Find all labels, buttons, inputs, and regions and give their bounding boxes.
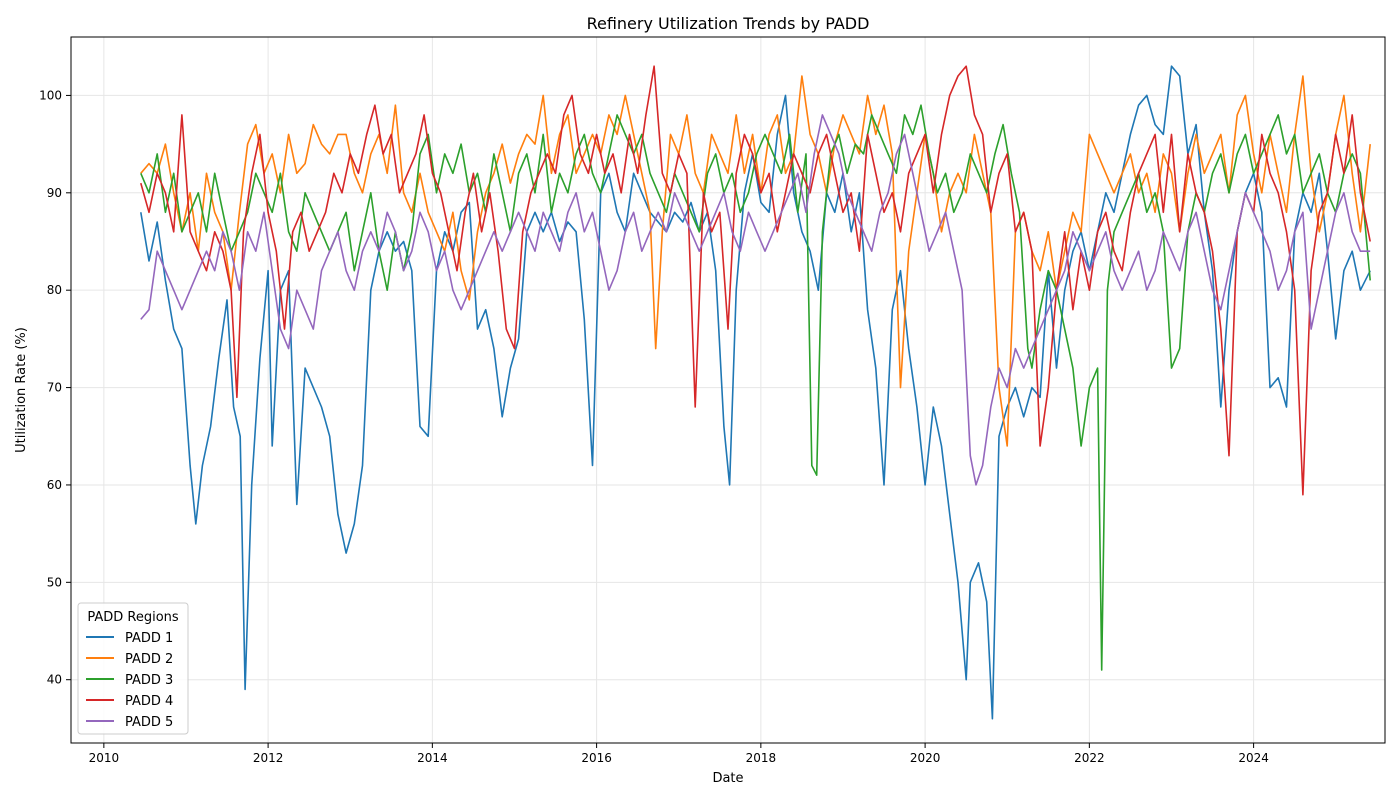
x-tick-label: 2012 bbox=[253, 751, 284, 765]
legend-entry-label: PADD 2 bbox=[125, 652, 173, 667]
x-tick-label: 2018 bbox=[746, 751, 777, 765]
x-axis-label: Date bbox=[712, 771, 743, 786]
y-tick-label: 70 bbox=[47, 381, 62, 395]
series-layer bbox=[140, 65, 1371, 720]
legend-entry-label: PADD 1 bbox=[125, 631, 173, 646]
y-axis-label: Utilization Rate (%) bbox=[14, 327, 29, 453]
y-tick-label: 50 bbox=[47, 575, 62, 589]
series-line-padd-4 bbox=[140, 65, 1371, 496]
x-tick-label: 2022 bbox=[1074, 751, 1105, 765]
tick-layer: 2010 2012 2014 2016 2018 2020 2022 2024 40 50 60 70… bbox=[39, 88, 1269, 765]
y-tick-label: 80 bbox=[47, 283, 62, 297]
legend-box bbox=[77, 602, 189, 735]
x-tick-label: 2010 bbox=[89, 751, 120, 765]
x-tick-label: 2014 bbox=[417, 751, 448, 765]
series-line-padd-3 bbox=[140, 104, 1371, 671]
legend-entry-label: PADD 3 bbox=[125, 673, 173, 688]
y-tick-label: 90 bbox=[47, 186, 62, 200]
plot-frame bbox=[70, 36, 1386, 744]
x-tick-label: 2020 bbox=[910, 751, 941, 765]
x-tick-label: 2024 bbox=[1238, 751, 1269, 765]
series-line-padd-1 bbox=[140, 65, 1371, 720]
legend-entry-label: PADD 4 bbox=[125, 694, 173, 709]
y-tick-label: 60 bbox=[47, 478, 62, 492]
chart-title: Refinery Utilization Trends by PADD bbox=[587, 14, 870, 33]
x-tick-label: 2016 bbox=[581, 751, 612, 765]
y-tick-label: 100 bbox=[39, 88, 62, 102]
series-line-padd-5 bbox=[140, 114, 1371, 486]
legend-title: PADD Regions bbox=[87, 610, 179, 625]
series-line-padd-2 bbox=[140, 75, 1371, 447]
legend-entry-label: PADD 5 bbox=[125, 715, 173, 730]
legend-entries: PADD 1 PADD 2 PADD 3 PADD 4 PADD 5 bbox=[86, 631, 173, 730]
y-tick-label: 40 bbox=[47, 673, 62, 687]
